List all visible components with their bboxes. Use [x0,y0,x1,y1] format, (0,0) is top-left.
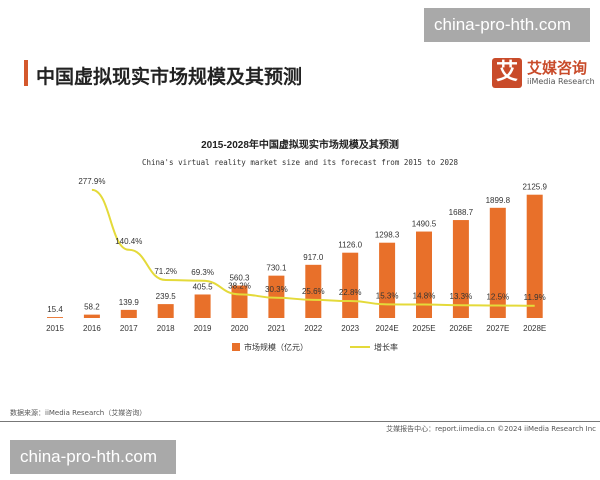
watermark-top: china-pro-hth.com [424,8,590,42]
line-value-label: 25.6% [302,287,325,296]
footer: 艾媒报告中心：report.iimedia.cn ©2024 iiMedia R… [386,425,596,433]
bar-value-label: 1298.3 [375,231,400,240]
chart-subtitle: China's virtual reality market size and … [142,158,459,167]
x-tick-label: 2028E [523,324,546,333]
source-note: 数据来源：iiMedia Research（艾媒咨询） [10,409,147,417]
bar [526,194,543,318]
line-value-label: 15.3% [376,291,399,300]
x-tick-label: 2020 [231,324,249,333]
bar-value-label: 1688.7 [449,208,474,217]
bar-value-label: 560.3 [229,274,250,283]
bar [305,264,322,318]
line-value-label: 140.4% [115,237,142,246]
legend-label-line: 增长率 [374,342,398,352]
bar [231,285,248,318]
bar-value-label: 15.4 [47,305,63,314]
bar [489,207,506,318]
bar [416,231,432,318]
bar-value-label: 1126.0 [338,241,362,250]
title-accent-bar [24,60,28,86]
line-value-label: 30.3% [265,285,288,294]
line-value-label: 13.3% [450,292,473,301]
logo-en: iiMedia Research [527,77,595,86]
bar-value-label: 405.5 [193,282,214,291]
divider [0,421,600,422]
bar [379,242,396,318]
bar [194,294,211,318]
bar-value-label: 58.2 [84,303,100,312]
chart-title: 2015-2028年中国虚拟现实市场规模及其预测 [201,138,399,151]
watermark-bottom: china-pro-hth.com [10,440,176,474]
bar [342,252,359,318]
bar [452,220,469,318]
x-tick-label: 2021 [268,324,286,333]
x-tick-label: 2015 [46,324,64,333]
bar-value-label: 730.1 [266,264,287,273]
x-tick-label: 2023 [341,324,359,333]
page-title: 中国虚拟现实市场规模及其预测 [36,66,303,88]
chart: 2015-2028年中国虚拟现实市场规模及其预测 China's virtual… [46,138,547,352]
line-value-label: 12.5% [486,293,509,302]
line-value-label: 69.3% [191,268,214,277]
x-tick-label: 2024E [376,324,399,333]
logo-cn: 艾媒咨询 [527,59,588,77]
bar-value-label: 139.9 [119,298,140,307]
bar-value-label: 239.5 [156,292,177,301]
line-value-label: 22.8% [339,288,362,297]
line-value-label: 71.2% [154,267,177,276]
legend: 市场规模（亿元） 增长率 [232,342,398,352]
bar [47,317,63,318]
line-value-label: 11.9% [524,293,546,302]
bar-value-label: 2125.9 [522,183,547,192]
bar-value-label: 1490.5 [412,220,437,229]
bar [157,304,174,318]
bar [83,314,100,318]
growth-rate-line [91,188,535,307]
logo: 艾 艾媒咨询 iiMedia Research [492,58,595,88]
legend-swatch-bar [232,343,240,351]
line-value-label: 14.8% [413,292,436,301]
bar [120,309,137,318]
x-tick-label: 2027E [486,324,509,333]
x-tick-label: 2025E [412,324,435,333]
logo-icon: 艾 [492,58,522,88]
x-tick-label: 2018 [157,324,175,333]
bar-value-label: 1899.8 [486,196,511,205]
x-tick-label: 2019 [194,324,212,333]
legend-label-bar: 市场规模（亿元） [244,342,308,352]
x-tick-label: 2017 [120,324,138,333]
line-value-label: 277.9% [78,177,105,186]
line-value-label: 38.2% [228,281,251,290]
x-tick-label: 2016 [83,324,101,333]
bar-value-label: 917.0 [303,253,324,262]
x-tick-label: 2026E [449,324,472,333]
x-tick-label: 2022 [304,324,322,333]
